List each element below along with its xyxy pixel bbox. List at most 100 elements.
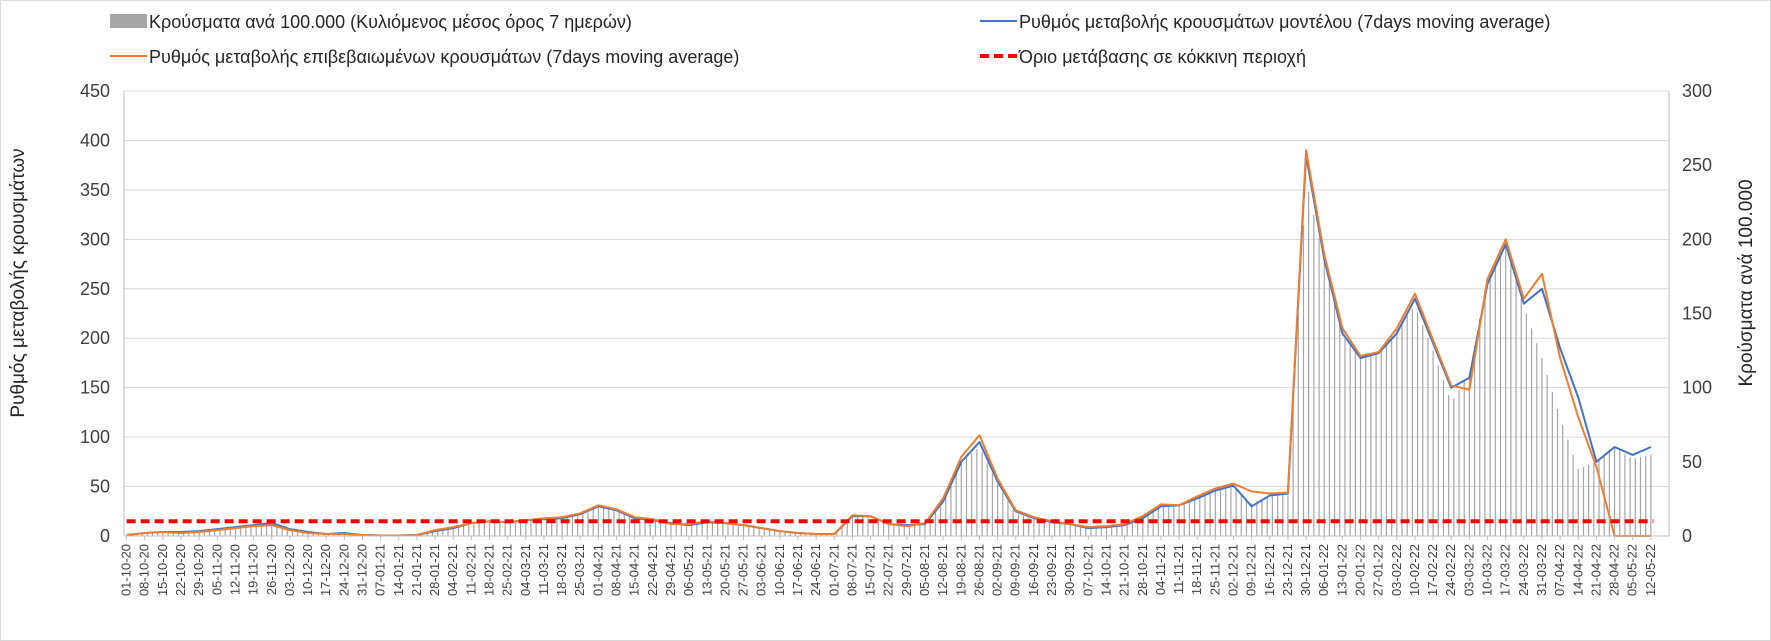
bar [1276, 495, 1279, 536]
bar [1448, 395, 1450, 536]
legend-label-model-line: Ρυθμός μεταβολής κρουσμάτων μοντέλου (7d… [1019, 12, 1550, 32]
left-tick-label: 450 [80, 81, 110, 101]
bar [499, 522, 501, 536]
bar [680, 524, 682, 536]
x-tick-label: 30-12-21 [1298, 544, 1313, 596]
bar [613, 510, 615, 536]
bar [1411, 309, 1413, 536]
bar [1536, 343, 1538, 536]
x-tick-label: 13-05-21 [699, 544, 714, 596]
left-tick-label: 200 [80, 328, 110, 348]
bar [1333, 303, 1336, 536]
x-tick-label: 04-11-21 [1153, 544, 1168, 595]
x-tick-label: 29-04-21 [663, 544, 678, 596]
bar [188, 532, 190, 536]
bar [136, 534, 138, 536]
bar [1473, 345, 1476, 536]
x-tick-label: 20-05-21 [717, 544, 732, 596]
bar [665, 523, 667, 536]
bar [1240, 494, 1242, 536]
bar [867, 516, 869, 536]
bar [763, 529, 765, 536]
bar [1567, 439, 1569, 536]
bar [504, 522, 506, 536]
bar [214, 530, 216, 536]
left-tick-label: 50 [90, 477, 110, 497]
bar [260, 524, 262, 536]
x-tick-label: 17-06-21 [790, 544, 805, 596]
x-tick-label: 05-05-22 [1625, 544, 1640, 596]
bar [494, 521, 496, 536]
bar [742, 525, 745, 536]
left-tick-label: 0 [100, 526, 110, 546]
bar [1520, 297, 1522, 536]
bar [1064, 523, 1066, 536]
x-tick-label: 22-07-21 [881, 544, 896, 596]
x-tick-label: 30-09-21 [1062, 544, 1077, 596]
left-tick-label: 300 [80, 229, 110, 249]
x-tick-label: 22-04-21 [645, 544, 660, 596]
bar [1582, 467, 1585, 536]
bar [1489, 272, 1491, 536]
bar [582, 512, 584, 536]
bar [1613, 447, 1616, 536]
bar [1339, 325, 1341, 536]
x-tick-label: 17-03-22 [1498, 544, 1513, 596]
bar [265, 524, 268, 536]
x-tick-label: 14-10-21 [1098, 544, 1113, 596]
bar [862, 516, 864, 536]
x-axis-ticks: 01-10-20 08-10-20 15-10-20 22-10-20 29-10-20… [119, 536, 1658, 596]
bar [1344, 338, 1346, 536]
bar [1090, 528, 1092, 536]
right-tick-label: 200 [1682, 229, 1712, 249]
bar [1074, 525, 1076, 536]
left-tick-label: 350 [80, 180, 110, 200]
bar [1463, 381, 1465, 536]
bar [1645, 455, 1647, 536]
x-tick-label: 02-09-21 [990, 544, 1005, 596]
bar [660, 522, 662, 536]
x-tick-label: 09-12-21 [1244, 544, 1259, 596]
bar [851, 516, 854, 536]
bar [1437, 365, 1439, 536]
bar [934, 512, 936, 536]
bar [644, 519, 646, 536]
right-tick-label: 150 [1682, 304, 1712, 324]
x-tick-label: 24-06-21 [808, 544, 823, 596]
bar [1069, 524, 1071, 536]
bar [1028, 516, 1030, 536]
x-tick-label: 25-02-21 [500, 544, 515, 596]
bar [789, 532, 791, 536]
bar [794, 532, 797, 536]
x-tick-label: 16-09-21 [1026, 544, 1041, 596]
bar [841, 526, 843, 536]
bar [183, 532, 185, 536]
bar [1235, 489, 1237, 536]
bar [421, 534, 423, 536]
bar [1458, 389, 1460, 536]
bar [877, 519, 879, 536]
bar [1556, 408, 1559, 536]
x-tick-label: 24-12-20 [336, 544, 351, 596]
bar [1022, 515, 1025, 536]
bar [1245, 498, 1248, 536]
bar [566, 516, 568, 536]
x-tick-label: 03-12-20 [282, 544, 297, 596]
bar [1152, 511, 1154, 536]
x-tick-label: 17-02-22 [1425, 544, 1440, 596]
x-tick-label: 07-10-21 [1080, 544, 1095, 596]
right-tick-label: 100 [1682, 378, 1712, 398]
bar [1194, 499, 1196, 536]
bar [157, 533, 159, 536]
left-tick-label: 150 [80, 378, 110, 398]
x-tick-label: 07-04-22 [1552, 544, 1567, 596]
bar [706, 522, 708, 536]
bar [991, 473, 994, 536]
x-tick-label: 14-01-21 [391, 544, 406, 596]
bar [758, 528, 760, 536]
bar [774, 530, 776, 536]
x-tick-label: 18-11-21 [1189, 544, 1204, 595]
bar [924, 524, 926, 536]
legend-swatch-bars [110, 14, 147, 28]
bar [1100, 527, 1102, 536]
